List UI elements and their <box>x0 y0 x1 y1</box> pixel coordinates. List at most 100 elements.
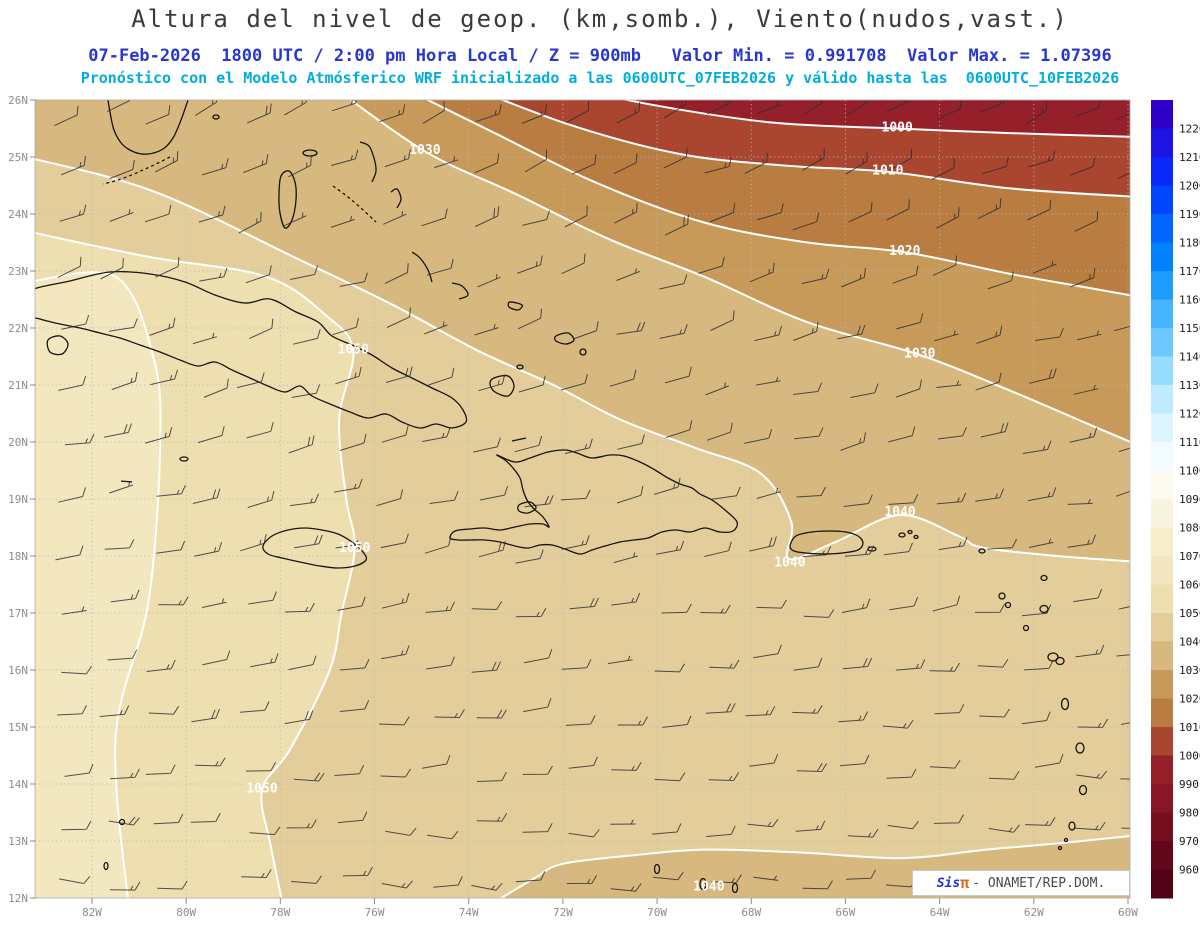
colorbar <box>1151 100 1173 899</box>
coast-bonaire <box>731 882 739 894</box>
wind-barb <box>194 541 223 557</box>
wind-barb <box>386 307 411 328</box>
colorbar-tick-label: 990 <box>1179 778 1199 791</box>
wind-barb <box>109 881 141 891</box>
wind-barb <box>936 207 960 229</box>
colorbar-segment <box>1151 755 1173 785</box>
wind-barb <box>474 323 499 336</box>
coast-little-inagua <box>516 364 524 370</box>
wind-barb <box>110 768 140 780</box>
contour-label: 1000 <box>882 120 913 135</box>
wind-barb <box>202 650 231 666</box>
colorbar-segment <box>1151 869 1173 899</box>
colorbar-tick-label: 1170 <box>1179 265 1200 278</box>
coast-eleuthera <box>359 141 377 183</box>
wind-barb <box>888 494 919 505</box>
wind-barb <box>61 665 93 675</box>
wind-barb <box>283 212 307 227</box>
wind-barb <box>756 599 787 609</box>
wind-barb <box>144 204 172 223</box>
wind-barb <box>291 384 321 398</box>
wind-barb <box>61 314 90 330</box>
wind-barb <box>838 711 869 723</box>
wind-barb <box>744 428 773 444</box>
wind-barb <box>1118 447 1130 453</box>
wind-barb <box>422 101 445 125</box>
wind-barb <box>422 754 451 769</box>
wind-barb <box>749 262 775 283</box>
wind-barb <box>434 709 465 718</box>
wind-barb <box>1074 821 1106 831</box>
coast-grande-terre <box>1055 656 1065 666</box>
wind-barb <box>564 205 588 228</box>
wind-barb <box>560 489 591 501</box>
wind-barb <box>155 257 180 278</box>
wind-barb <box>889 148 912 171</box>
wind-barb <box>975 372 1002 391</box>
colorbar-tick-label: 1040 <box>1179 636 1200 649</box>
wind-barb <box>381 425 409 443</box>
wind-barb <box>895 659 926 671</box>
coast-grand-cayman <box>120 480 133 483</box>
wind-barb <box>195 757 226 767</box>
contour-label: 1050 <box>338 343 369 358</box>
colorbar-segment <box>1151 185 1173 215</box>
wind-barb <box>1120 778 1130 780</box>
wind-barb <box>568 756 598 769</box>
wind-barb <box>517 308 542 330</box>
lon-tick-label: 76W <box>365 906 385 919</box>
wind-barb <box>1032 260 1057 274</box>
coastlines <box>35 100 1088 894</box>
wind-barb <box>100 258 124 280</box>
wind-barb <box>335 366 362 385</box>
coast-tortola <box>913 534 919 540</box>
wind-barb <box>1028 150 1056 168</box>
wind-barb <box>334 478 363 493</box>
wind-barb <box>384 149 411 168</box>
colorbar-segment <box>1151 157 1173 186</box>
wind-barb <box>245 265 272 284</box>
coast-providencia <box>118 818 126 826</box>
colorbar-segment <box>1151 271 1173 300</box>
wind-barb <box>794 427 824 440</box>
watermark-credit: - ONAMET/REP.DOM. <box>972 875 1106 891</box>
wind-barb <box>288 155 312 178</box>
wind-barb <box>381 645 410 660</box>
contour-label: 1050 <box>339 541 370 556</box>
wind-barb <box>607 655 633 665</box>
wind-barb <box>198 205 226 223</box>
wind-barb <box>247 490 275 508</box>
wind-barb <box>756 487 781 499</box>
wind-barb <box>523 698 552 713</box>
wind-barb <box>191 708 220 723</box>
coast-martinique <box>1075 742 1085 754</box>
wind-barb <box>339 700 370 712</box>
coast-aruba <box>653 863 661 875</box>
colorbar-segment <box>1151 100 1173 129</box>
wind-barb <box>1076 330 1102 341</box>
wind-barb <box>700 604 731 614</box>
colorbar-segment <box>1151 442 1173 471</box>
coast-st-martin <box>978 548 986 554</box>
coast-isla-juventud <box>46 335 69 356</box>
wind-barb <box>1022 440 1052 454</box>
wind-barb <box>335 540 361 549</box>
band-1000-ne <box>627 100 1130 137</box>
wind-barb <box>201 598 227 608</box>
wind-barb <box>284 100 307 116</box>
wind-barb <box>837 324 866 340</box>
lat-tick-label: 14N <box>8 778 28 791</box>
colorbar-segment <box>1151 698 1173 728</box>
colorbar-tick-label: 970 <box>1179 835 1199 848</box>
wind-barb <box>613 153 638 175</box>
shading-bands <box>35 100 1130 898</box>
wind-barb <box>664 214 689 236</box>
wind-barb <box>1028 538 1054 548</box>
wind-barb <box>938 536 968 550</box>
wind-barb <box>793 657 823 671</box>
wind-barb <box>290 265 319 280</box>
colorbar-tick-label: 1220 <box>1179 123 1200 136</box>
wind-barb <box>801 268 830 285</box>
